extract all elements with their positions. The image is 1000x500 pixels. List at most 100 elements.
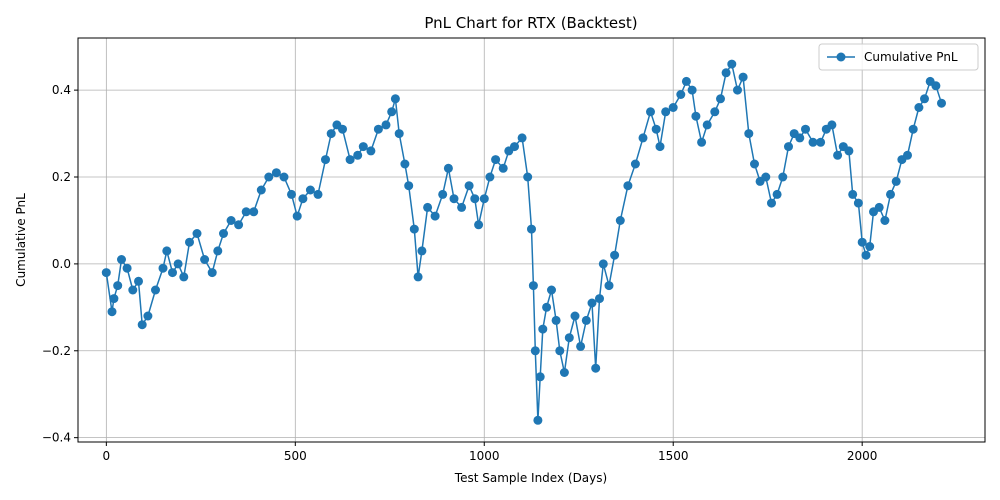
data-point xyxy=(687,85,697,95)
data-point xyxy=(373,124,383,134)
data-point xyxy=(491,155,501,165)
y-axis-label: Cumulative PnL xyxy=(14,193,28,287)
data-point xyxy=(113,281,123,291)
data-point xyxy=(443,163,453,173)
legend-box xyxy=(818,43,979,71)
data-point xyxy=(827,120,837,130)
data-point xyxy=(122,263,132,273)
data-point xyxy=(101,268,111,278)
y-axis: −0.4 −0.2 0.0 0.2 0.4 xyxy=(42,83,78,445)
data-point xyxy=(109,294,119,304)
data-point xyxy=(528,281,538,291)
data-point xyxy=(861,250,871,260)
data-point xyxy=(366,146,376,156)
data-point xyxy=(564,333,574,343)
x-axis: 0 500 1000 1500 2000 xyxy=(103,442,877,463)
y-tick-label: 0.0 xyxy=(52,257,71,271)
data-point xyxy=(559,368,569,377)
data-point xyxy=(457,202,467,212)
series-layer xyxy=(101,59,946,425)
data-point xyxy=(474,220,484,230)
data-point xyxy=(158,263,168,273)
data-point xyxy=(192,229,202,238)
data-point xyxy=(914,103,924,112)
data-point xyxy=(413,272,423,282)
data-point xyxy=(117,255,126,264)
data-point xyxy=(702,120,712,130)
data-point xyxy=(234,220,244,230)
data-point xyxy=(179,272,189,282)
data-point xyxy=(517,133,527,143)
data-point xyxy=(498,163,508,173)
data-point xyxy=(326,129,336,139)
data-point xyxy=(423,202,433,212)
data-point xyxy=(143,311,153,321)
data-point xyxy=(292,211,302,221)
data-point xyxy=(744,129,754,139)
data-point xyxy=(844,146,854,156)
data-point xyxy=(219,229,228,238)
data-point xyxy=(438,189,448,199)
data-point xyxy=(853,198,863,208)
data-point xyxy=(241,207,251,217)
data-point xyxy=(535,372,545,382)
data-point xyxy=(623,181,633,191)
data-point xyxy=(353,150,363,160)
x-tick-label: 0 xyxy=(103,449,111,463)
data-point xyxy=(464,181,474,191)
legend-label: Cumulative PnL xyxy=(864,50,958,64)
data-point xyxy=(595,294,604,304)
legend: Cumulative PnL xyxy=(818,43,979,71)
data-point xyxy=(530,346,540,356)
data-point xyxy=(638,133,648,143)
data-point xyxy=(207,268,217,278)
plot-frame xyxy=(77,37,986,443)
data-point xyxy=(604,281,614,291)
data-point xyxy=(920,94,929,104)
plot-area xyxy=(77,37,986,443)
data-point xyxy=(538,324,548,334)
data-point xyxy=(137,320,147,330)
data-point xyxy=(162,246,172,256)
data-point xyxy=(394,129,404,139)
data-point xyxy=(533,415,543,425)
data-point xyxy=(430,211,440,221)
data-point xyxy=(213,246,223,256)
data-point xyxy=(795,133,805,143)
data-point xyxy=(591,363,601,373)
data-point xyxy=(345,155,355,165)
data-point xyxy=(581,315,591,325)
data-point xyxy=(908,124,918,134)
data-point xyxy=(485,172,495,182)
x-tick-label: 500 xyxy=(284,449,307,463)
data-point xyxy=(655,142,665,152)
y-tick-label: −0.2 xyxy=(42,344,71,358)
data-point xyxy=(271,168,281,178)
data-point xyxy=(676,90,686,99)
data-point xyxy=(409,224,419,234)
data-point xyxy=(287,189,296,199)
data-point xyxy=(321,155,330,165)
data-point xyxy=(808,137,818,147)
data-point xyxy=(185,237,194,247)
data-point xyxy=(510,142,519,152)
data-point xyxy=(134,276,143,286)
data-point xyxy=(417,246,427,256)
data-point xyxy=(555,346,565,356)
data-point xyxy=(710,107,720,117)
data-point xyxy=(767,198,776,208)
data-point xyxy=(279,172,289,182)
data-point xyxy=(886,189,895,199)
data-point xyxy=(778,172,788,182)
data-point xyxy=(615,216,625,225)
data-point xyxy=(390,94,400,104)
data-point xyxy=(691,111,701,121)
data-point xyxy=(338,124,347,134)
data-point xyxy=(523,172,533,182)
data-point xyxy=(547,285,556,295)
data-point xyxy=(168,268,177,278)
data-point xyxy=(874,202,884,212)
data-point xyxy=(570,311,580,321)
data-point xyxy=(576,341,586,351)
